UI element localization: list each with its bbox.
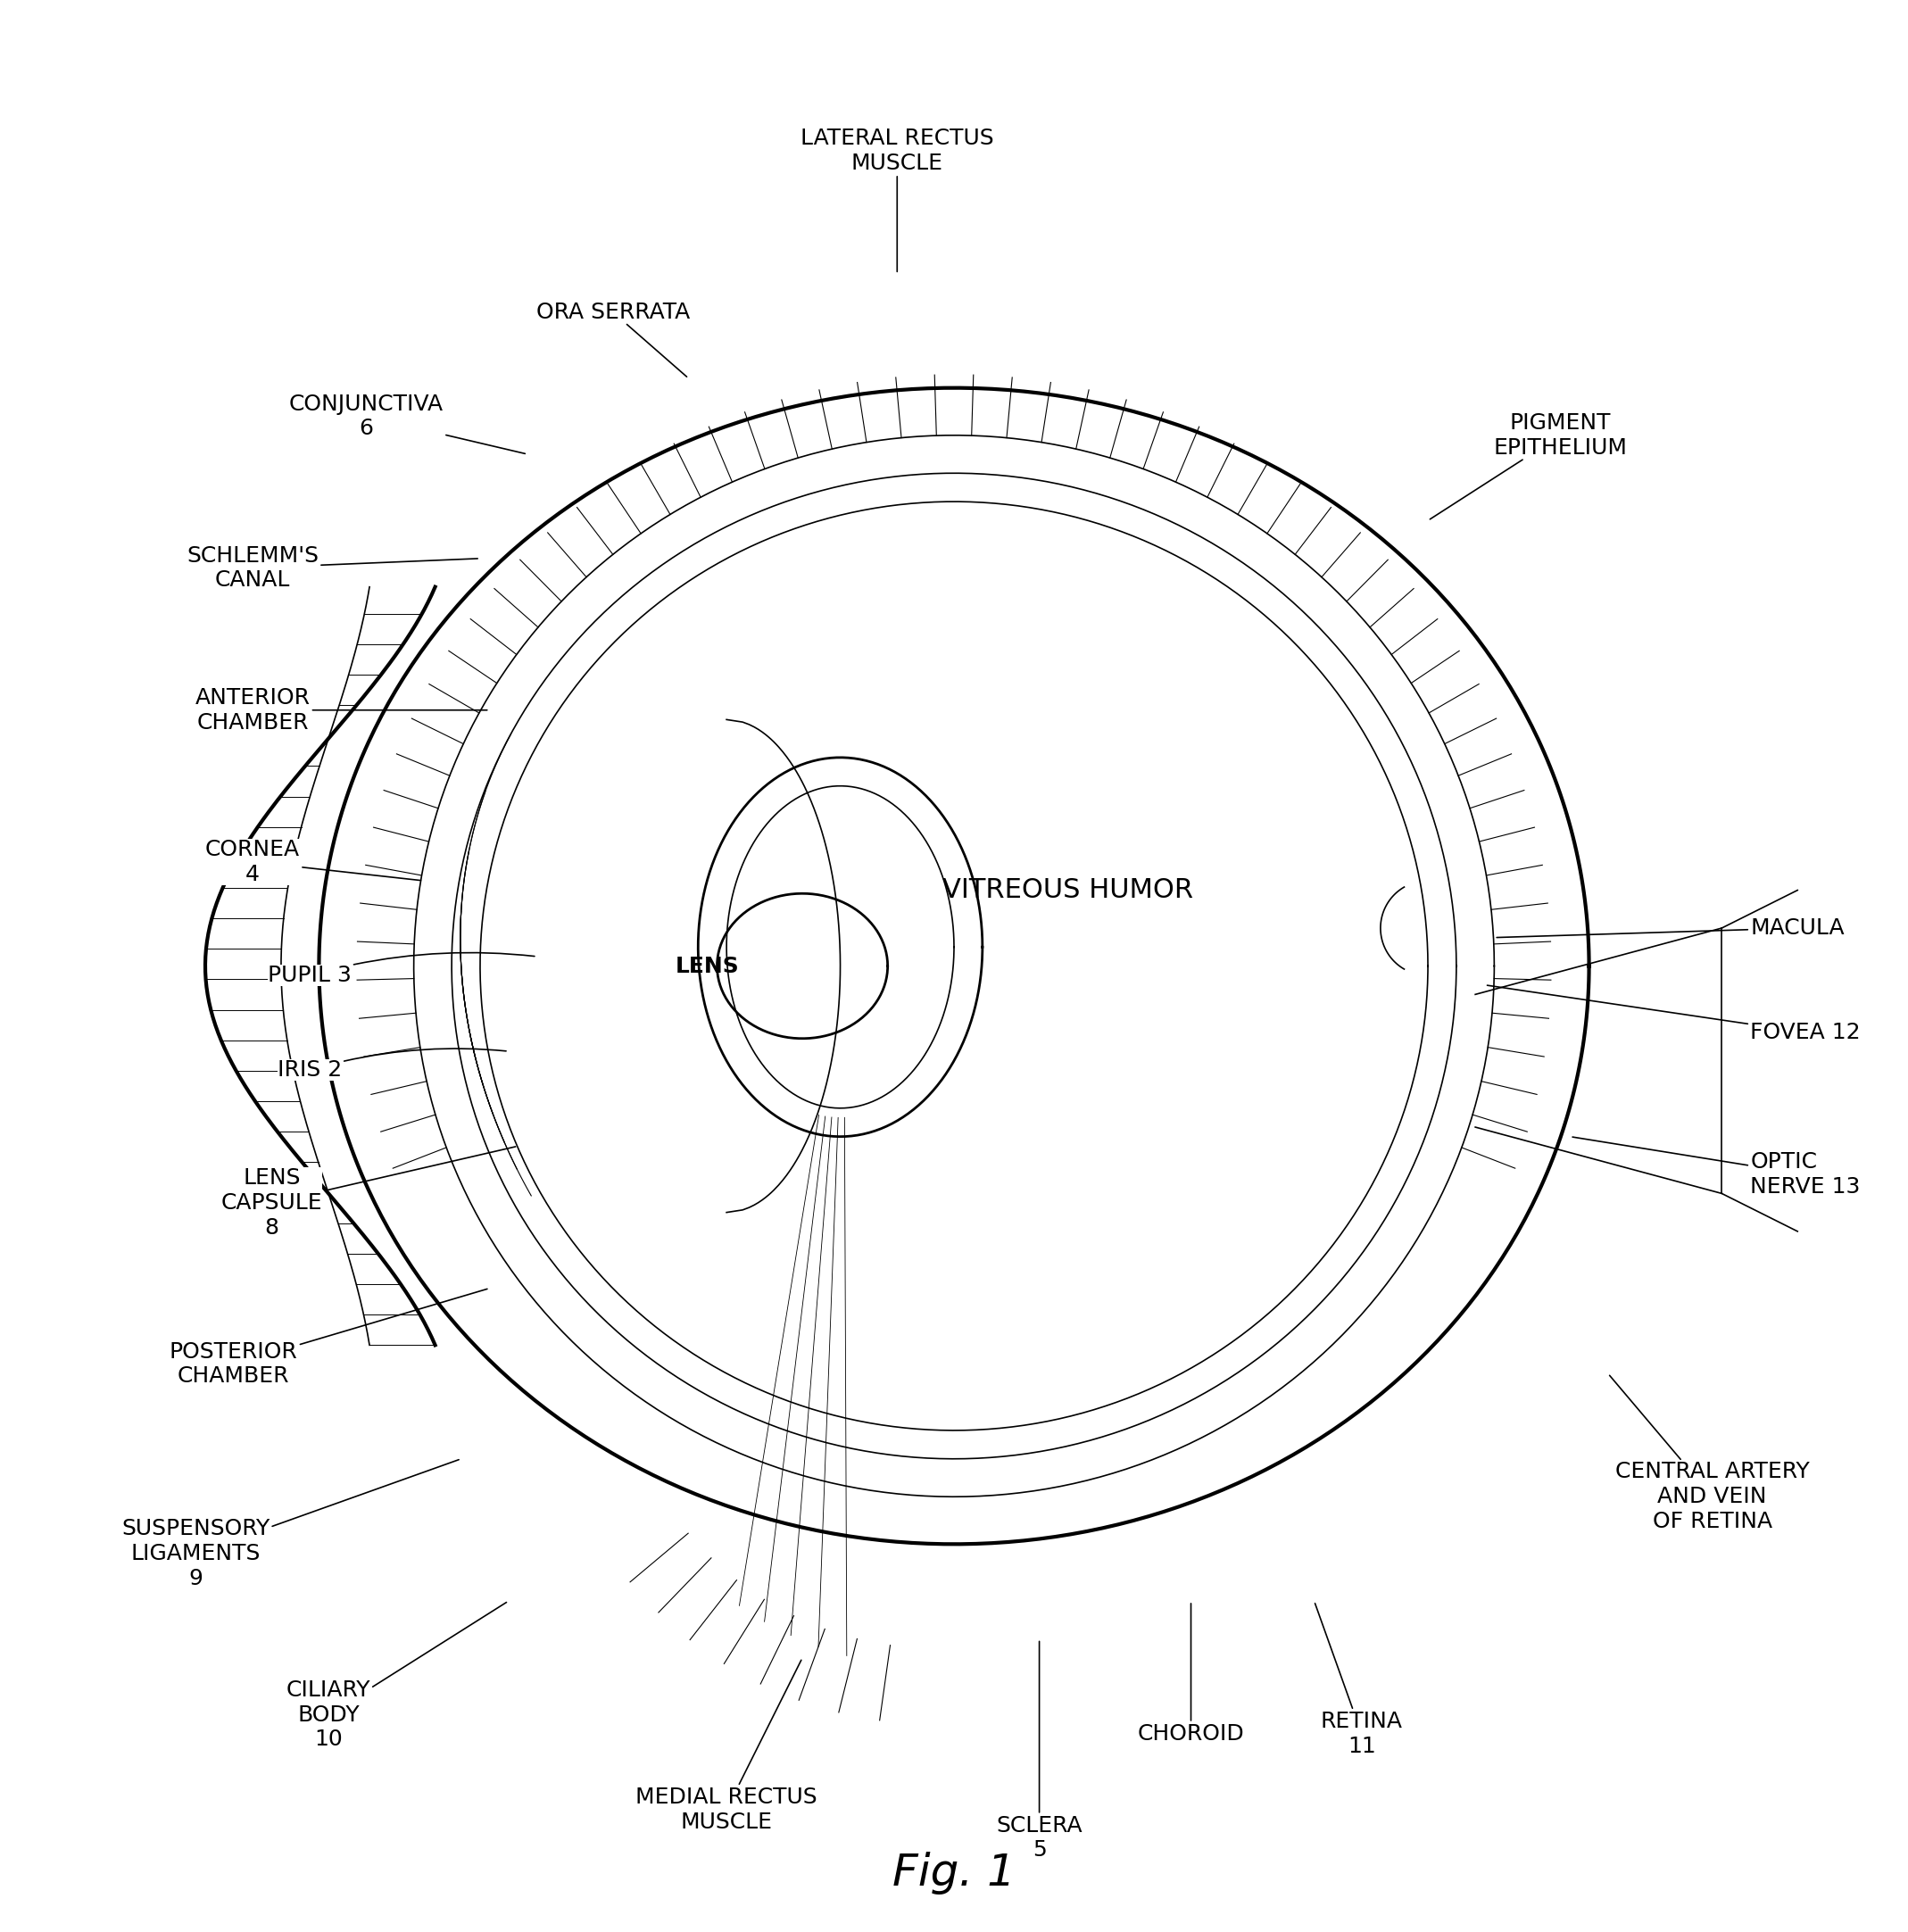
Text: SCLERA
5: SCLERA 5 — [996, 1642, 1082, 1861]
Text: Fig. 1: Fig. 1 — [893, 1853, 1015, 1895]
Text: LENS: LENS — [675, 954, 740, 978]
Text: CORNEA
4: CORNEA 4 — [206, 838, 422, 885]
Text: LATERAL RECTUS
MUSCLE: LATERAL RECTUS MUSCLE — [801, 128, 994, 272]
Text: MEDIAL RECTUS
MUSCLE: MEDIAL RECTUS MUSCLE — [635, 1660, 817, 1833]
Text: PUPIL 3: PUPIL 3 — [267, 952, 534, 985]
Text: SUSPENSORY
LIGAMENTS
9: SUSPENSORY LIGAMENTS 9 — [122, 1461, 458, 1590]
Text: LENS
CAPSULE
8: LENS CAPSULE 8 — [221, 1146, 515, 1238]
Text: ORA SERRATA: ORA SERRATA — [536, 301, 689, 377]
Text: PIGMENT
EPITHELIUM: PIGMENT EPITHELIUM — [1429, 412, 1628, 520]
Text: CHOROID: CHOROID — [1137, 1604, 1244, 1745]
Text: CILIARY
BODY
10: CILIARY BODY 10 — [286, 1602, 506, 1750]
Text: SCHLEMM'S
CANAL: SCHLEMM'S CANAL — [187, 545, 477, 591]
Text: MACULA: MACULA — [1496, 918, 1845, 939]
Text: OPTIC
NERVE 13: OPTIC NERVE 13 — [1572, 1138, 1860, 1198]
Text: CONJUNCTIVA
6: CONJUNCTIVA 6 — [290, 394, 525, 454]
Text: CENTRAL ARTERY
AND VEIN
OF RETINA: CENTRAL ARTERY AND VEIN OF RETINA — [1610, 1376, 1809, 1532]
Text: POSTERIOR
CHAMBER: POSTERIOR CHAMBER — [170, 1289, 487, 1387]
Text: RETINA
11: RETINA 11 — [1315, 1604, 1402, 1756]
Text: ANTERIOR
CHAMBER: ANTERIOR CHAMBER — [195, 688, 487, 734]
Text: FOVEA 12: FOVEA 12 — [1486, 985, 1860, 1043]
Text: IRIS 2: IRIS 2 — [277, 1049, 506, 1082]
Text: VITREOUS HUMOR: VITREOUS HUMOR — [943, 877, 1192, 902]
